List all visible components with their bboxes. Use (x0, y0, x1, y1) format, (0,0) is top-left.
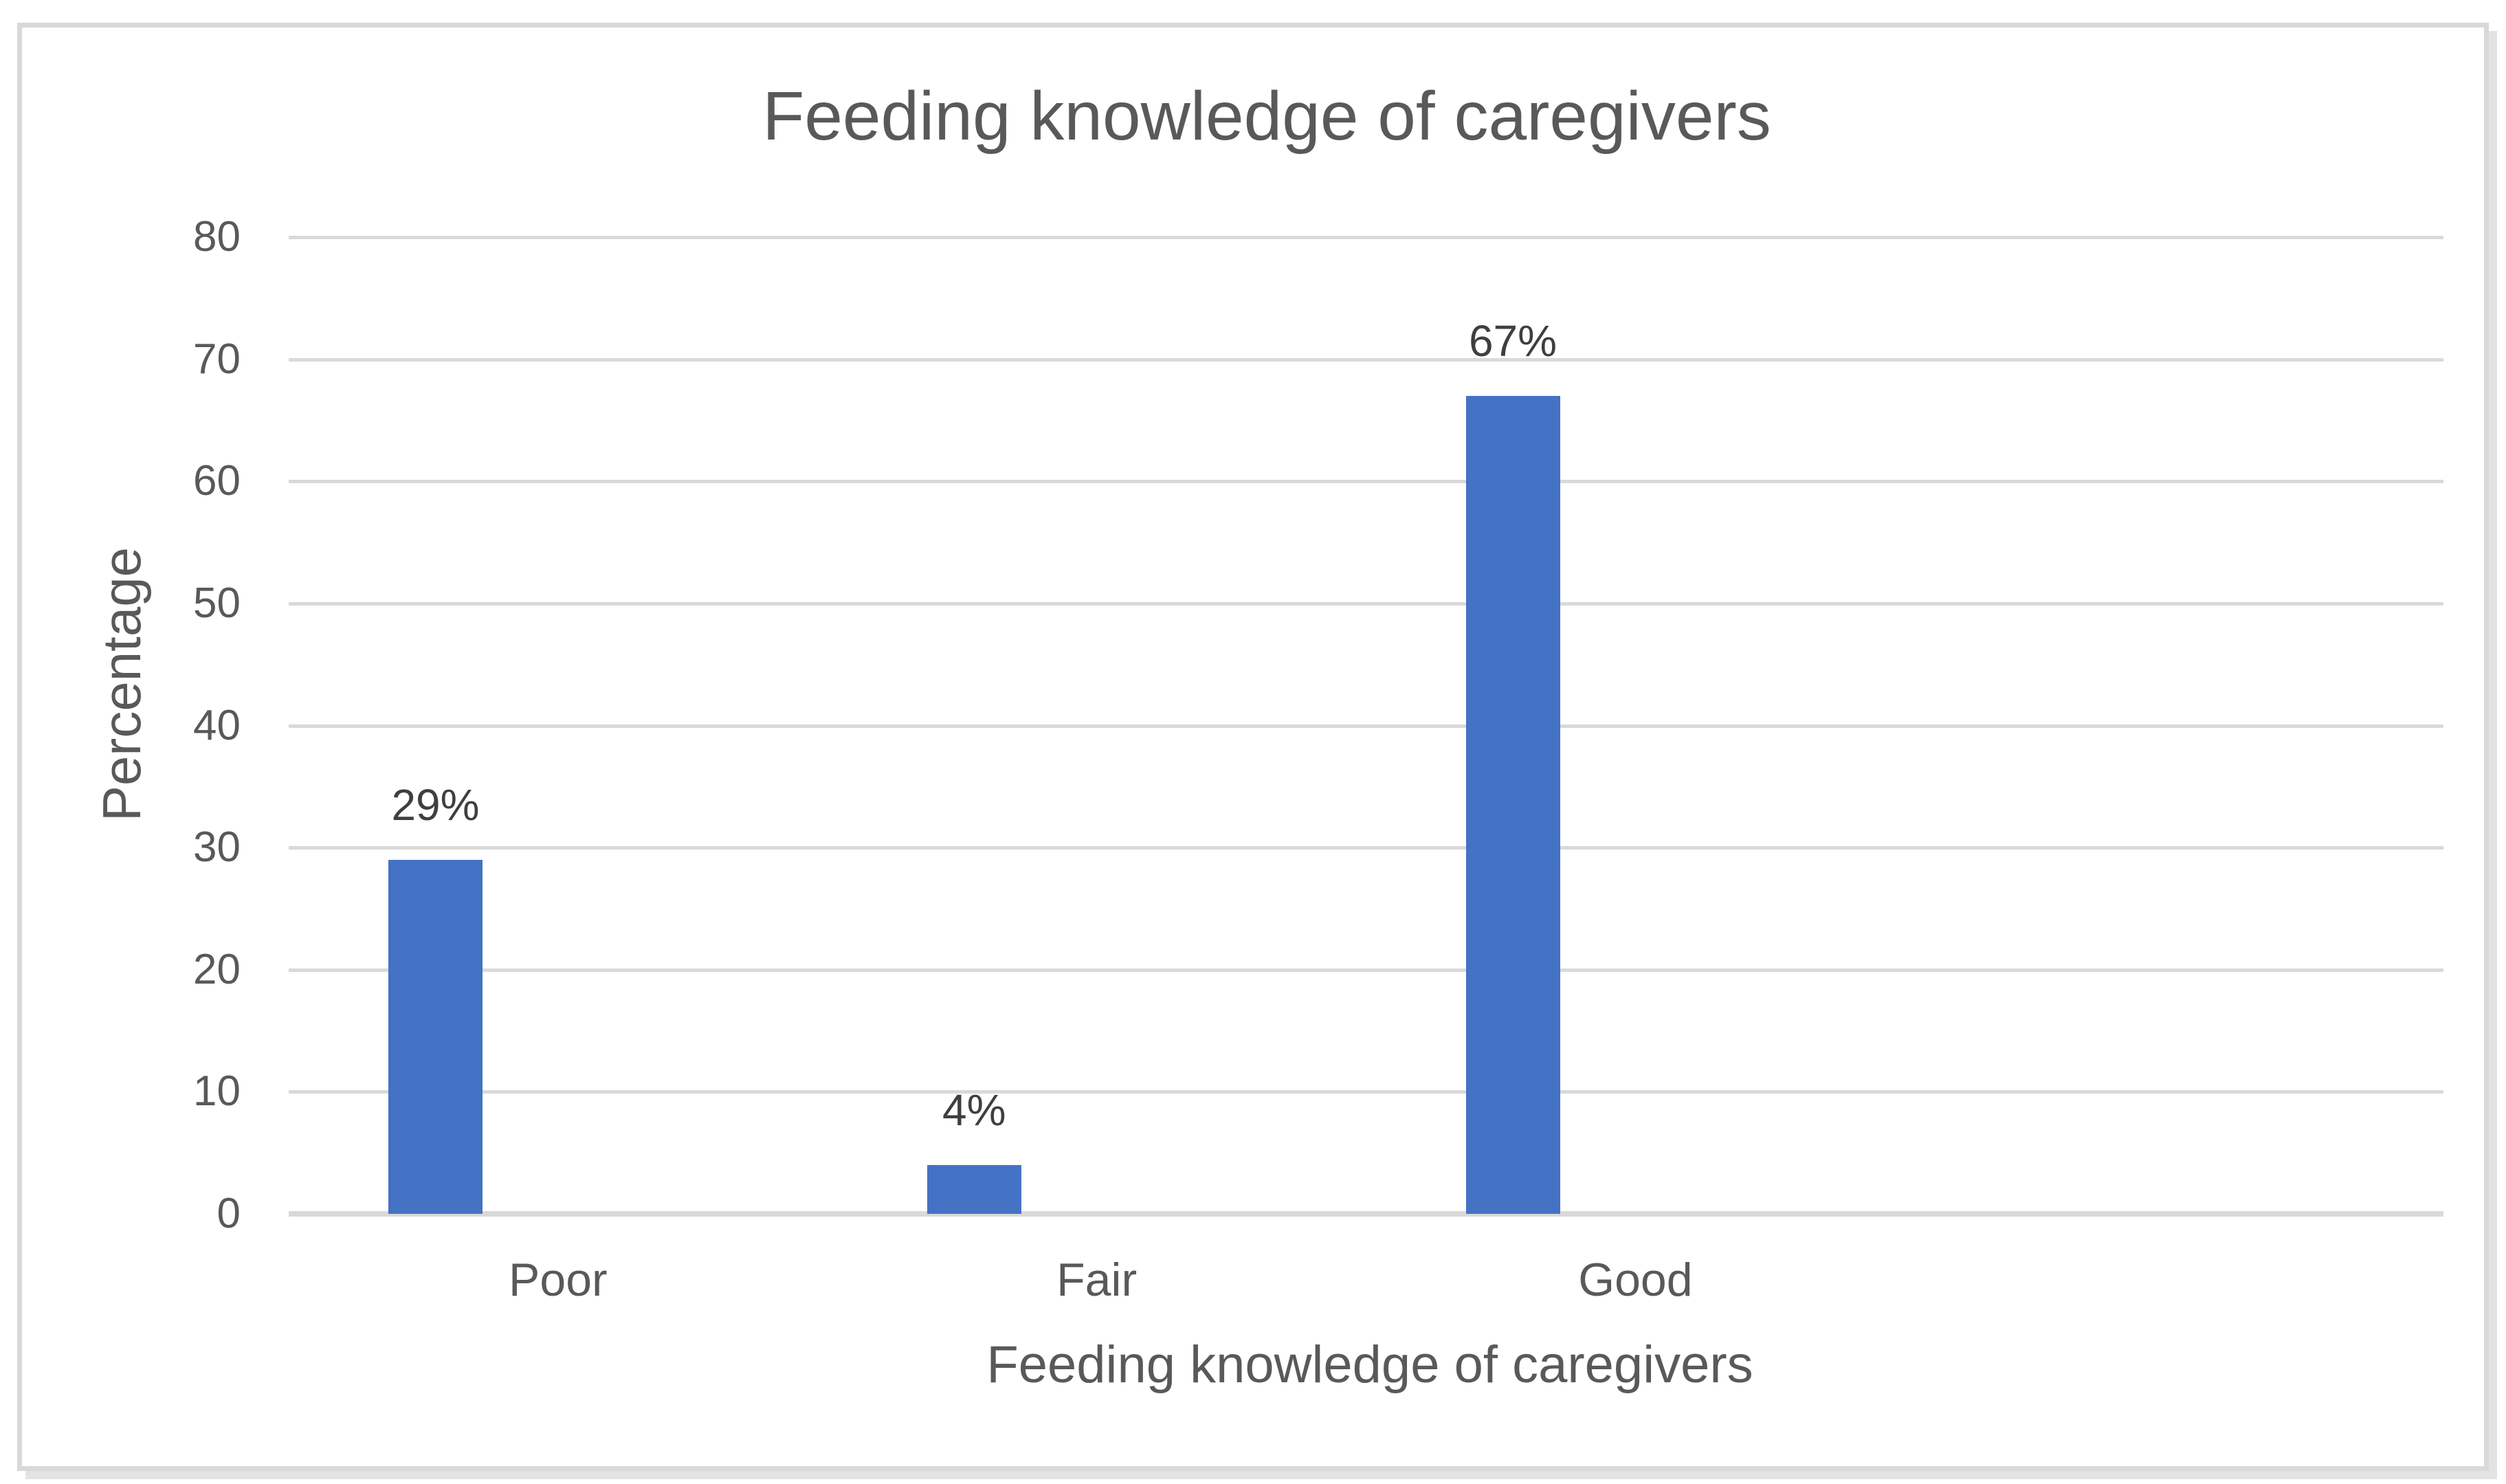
y-tick-label: 50 (193, 579, 241, 627)
x-axis-line (289, 1211, 2443, 1217)
x-category-label-good: Good (1578, 1254, 1693, 1306)
y-tick-label: 30 (193, 823, 241, 872)
gridline (289, 357, 2443, 362)
x-axis-title: Feeding knowledge of caregivers (986, 1336, 1753, 1394)
chart-title: Feeding knowledge of caregivers (762, 78, 1771, 155)
gridline (289, 601, 2443, 606)
bar-good (1465, 395, 1560, 1214)
gridline (289, 724, 2443, 728)
data-label-good: 67% (1468, 315, 1557, 366)
data-label-poor: 29% (391, 779, 480, 830)
gridline (289, 846, 2443, 850)
x-category-label-poor: Poor (509, 1254, 608, 1306)
chart-frame (17, 23, 2489, 1471)
y-tick-label: 60 (193, 457, 241, 505)
gridline (289, 968, 2443, 972)
y-tick-label: 0 (217, 1190, 241, 1237)
y-tick-label: 20 (193, 945, 241, 993)
gridline (289, 236, 2443, 239)
gridline (289, 480, 2443, 484)
y-tick-label: 10 (193, 1067, 241, 1116)
gridline (289, 1090, 2443, 1094)
data-label-fair: 4% (942, 1085, 1006, 1135)
bar-poor (388, 859, 483, 1214)
bar-fair (927, 1164, 1021, 1214)
y-tick-label: 80 (193, 213, 241, 261)
x-category-label-fair: Fair (1056, 1254, 1138, 1306)
y-tick-label: 70 (193, 335, 241, 383)
y-tick-label: 40 (193, 701, 241, 749)
plot-area (289, 236, 2443, 1217)
